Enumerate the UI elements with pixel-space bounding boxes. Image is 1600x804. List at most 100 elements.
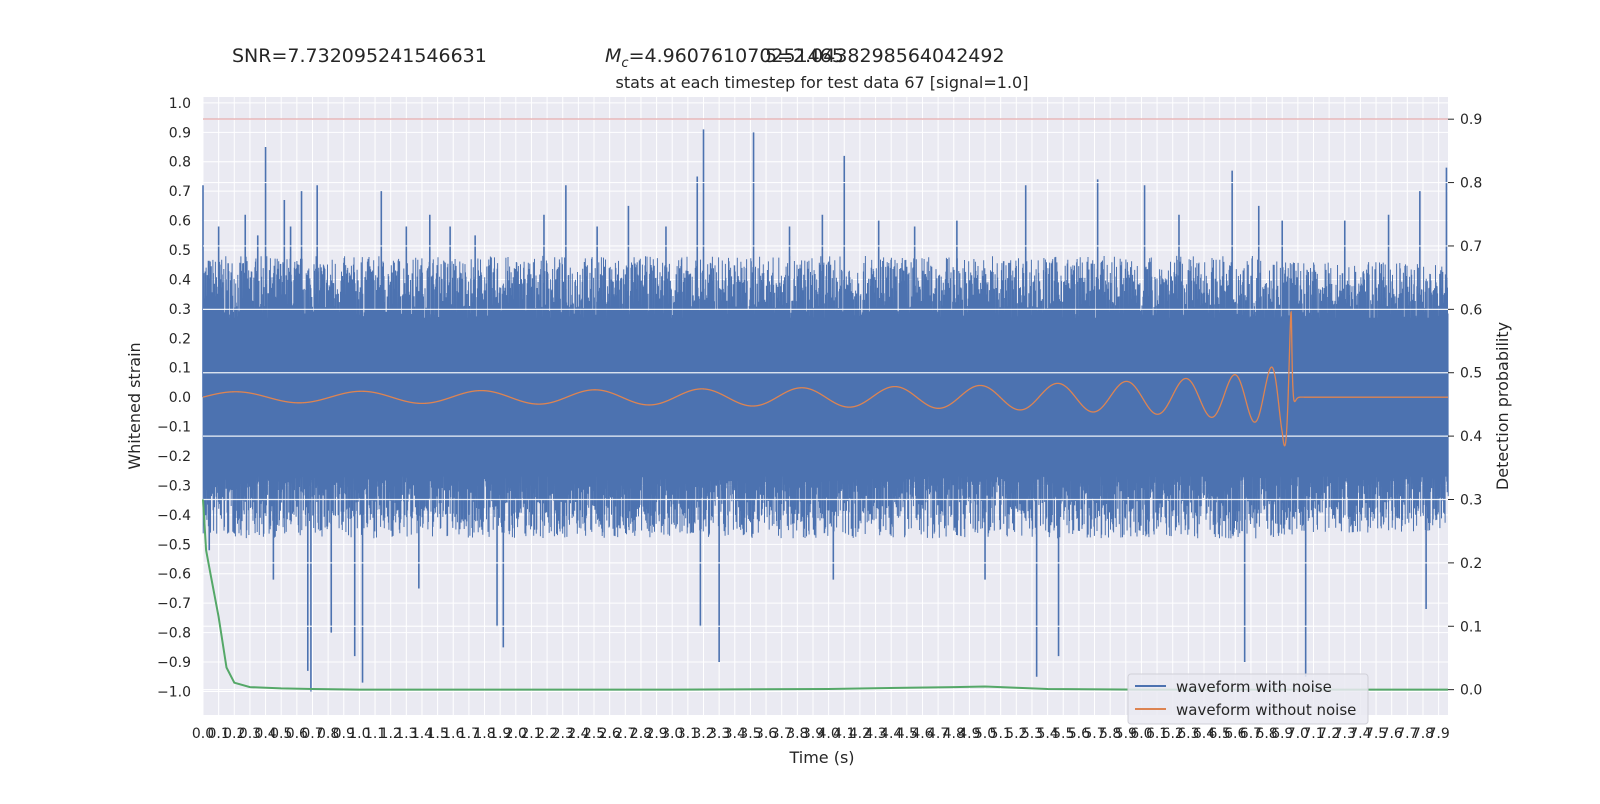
x-tick-label: 4.3: [864, 726, 886, 742]
x-tick-label: 1.6: [442, 726, 464, 742]
x-tick-label: 7.8: [1412, 726, 1434, 742]
x-tick-label: 6.9: [1271, 726, 1293, 742]
x-tick-label: 3.5: [739, 726, 761, 742]
x-tick-label: 3.7: [771, 726, 793, 742]
x-tick-label: 4.6: [911, 726, 933, 742]
legend-label-noise: waveform with noise: [1176, 678, 1332, 696]
chart-subtitle: stats at each timestep for test data 67 …: [616, 73, 1029, 92]
y-tick-label: 0.6: [169, 214, 191, 230]
x-tick-label: 2.4: [567, 726, 589, 742]
x-tick-label: 1.1: [364, 726, 386, 742]
x-axis: 0.00.10.20.30.40.50.60.70.80.91.01.11.21…: [192, 726, 1450, 742]
x-tick-label: 5.4: [1036, 726, 1058, 742]
chirp-mass-value: =4.960761070251465: [629, 45, 844, 67]
noise-waveform-line: [202, 255, 1449, 539]
x-tick-label: 5.5: [1052, 726, 1074, 742]
legend-box: [1127, 673, 1369, 725]
x-tick-label: 1.0: [348, 726, 370, 742]
y-tick-label: 1.0: [169, 96, 191, 112]
x-tick-label: 1.3: [395, 726, 417, 742]
y-tick-label: 0.2: [169, 331, 191, 347]
legend-label-clean: waveform without noise: [1176, 701, 1356, 719]
x-tick-label: 0.7: [301, 726, 323, 742]
x-tick-label: 2.9: [645, 726, 667, 742]
x-tick-label: 0.3: [239, 726, 261, 742]
x-tick-label: 2.1: [520, 726, 542, 742]
y-tick-label: −0.9: [157, 655, 191, 671]
y-right-tick-label: 0.1: [1460, 619, 1482, 635]
x-tick-label: 7.5: [1365, 726, 1387, 742]
x-tick-label: 4.2: [849, 726, 871, 742]
x-axis-label: Time (s): [788, 748, 854, 767]
x-tick-label: 5.0: [974, 726, 996, 742]
x-tick-label: 0.1: [208, 726, 230, 742]
x-tick-label: 7.2: [1318, 726, 1340, 742]
y-tick-label: 0.4: [169, 272, 191, 288]
y-right-tick-label: 0.5: [1460, 366, 1482, 382]
x-tick-label: 0.0: [192, 726, 214, 742]
y-tick-label: 0.7: [169, 184, 191, 200]
x-tick-label: 1.5: [426, 726, 448, 742]
x-tick-label: 7.3: [1334, 726, 1356, 742]
x-tick-label: 5.8: [1099, 726, 1121, 742]
x-tick-label: 5.9: [1115, 726, 1137, 742]
y-right-tick-label: 0.6: [1460, 302, 1482, 318]
x-tick-label: 2.5: [583, 726, 605, 742]
y-tick-label: 0.1: [169, 361, 191, 377]
x-tick-label: 6.4: [1193, 726, 1215, 742]
x-tick-label: 5.1: [990, 726, 1012, 742]
x-tick-label: 7.9: [1427, 726, 1449, 742]
x-tick-label: 3.0: [661, 726, 683, 742]
x-tick-label: 1.2: [380, 726, 402, 742]
x-tick-label: 3.1: [677, 726, 699, 742]
x-tick-label: 3.3: [708, 726, 730, 742]
x-tick-label: 7.7: [1396, 726, 1418, 742]
y-right-tick-label: 0.7: [1460, 239, 1482, 255]
x-tick-label: 2.8: [630, 726, 652, 742]
x-tick-label: 5.6: [1068, 726, 1090, 742]
x-tick-label: 4.8: [943, 726, 965, 742]
y-tick-label: −0.1: [157, 420, 191, 436]
y-tick-label: −0.7: [157, 596, 191, 612]
x-tick-label: 7.6: [1381, 726, 1403, 742]
x-tick-label: 0.2: [223, 726, 245, 742]
x-tick-label: 0.4: [254, 726, 276, 742]
y-right-tick-label: 0.3: [1460, 492, 1482, 508]
y-right-tick-label: 0.8: [1460, 176, 1482, 192]
x-tick-label: 7.1: [1302, 726, 1324, 742]
noise-waveform-series: [202, 118, 1449, 692]
x-tick-label: 0.5: [270, 726, 292, 742]
y-right-tick-label: 0.4: [1460, 429, 1482, 445]
chirp-mass-subscript: c: [621, 56, 628, 71]
x-tick-label: 2.3: [552, 726, 574, 742]
y-tick-label: −0.2: [157, 449, 191, 465]
x-tick-label: 1.9: [489, 726, 511, 742]
legend: waveform with noise waveform without noi…: [1127, 673, 1369, 725]
y-tick-label: 0.8: [169, 155, 191, 171]
y-tick-label: 0.9: [169, 125, 191, 141]
y-tick-label: 0.0: [169, 390, 191, 406]
y-tick-label: −0.3: [157, 478, 191, 494]
y-tick-label: −0.4: [157, 508, 191, 524]
y-right-tick-label: 0.9: [1460, 112, 1482, 128]
x-tick-label: 2.7: [614, 726, 636, 742]
x-tick-label: 4.0: [817, 726, 839, 742]
x-tick-label: 5.7: [1083, 726, 1105, 742]
y-axis-right: 0.9 0.8 0.7 0.6 0.5 0.4 0.3 0.2 0.1 0.0: [1448, 112, 1482, 699]
y-right-tick-label: 0.2: [1460, 556, 1482, 572]
y-axis-label: Whitened strain: [125, 342, 144, 469]
x-tick-label: 4.4: [880, 726, 902, 742]
y-axis-right-label: Detection probability: [1493, 322, 1512, 490]
x-tick-label: 2.2: [536, 726, 558, 742]
x-tick-label: 6.1: [1146, 726, 1168, 742]
y-tick-label: −1.0: [157, 684, 191, 700]
x-tick-label: 3.4: [724, 726, 746, 742]
y-tick-label: 0.5: [169, 243, 191, 259]
x-tick-label: 5.3: [1021, 726, 1043, 742]
x-tick-label: 6.8: [1255, 726, 1277, 742]
x-tick-label: 2.6: [599, 726, 621, 742]
x-tick-label: 4.1: [833, 726, 855, 742]
x-tick-label: 6.3: [1177, 726, 1199, 742]
x-tick-label: 0.6: [286, 726, 308, 742]
